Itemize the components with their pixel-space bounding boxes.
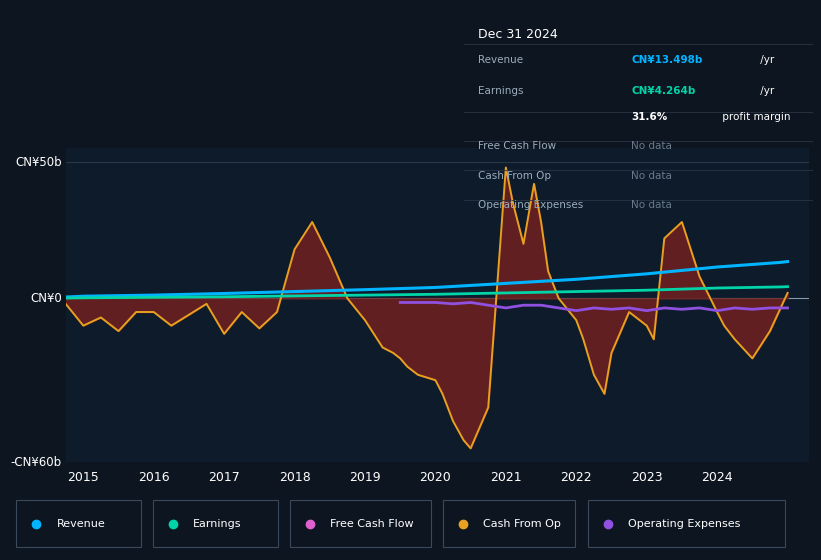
Text: Free Cash Flow: Free Cash Flow (330, 519, 414, 529)
Text: Revenue: Revenue (57, 519, 105, 529)
Text: Earnings: Earnings (193, 519, 241, 529)
Text: Operating Expenses: Operating Expenses (478, 200, 583, 210)
Text: CN¥13.498b: CN¥13.498b (631, 55, 703, 65)
Text: No data: No data (631, 171, 672, 181)
Text: Operating Expenses: Operating Expenses (628, 519, 740, 529)
Text: Revenue: Revenue (478, 55, 523, 65)
Text: 31.6%: 31.6% (631, 112, 667, 122)
Text: Free Cash Flow: Free Cash Flow (478, 141, 556, 151)
Text: -CN¥60b: -CN¥60b (11, 455, 62, 469)
Text: Cash From Op: Cash From Op (483, 519, 561, 529)
Text: /yr: /yr (757, 55, 774, 65)
Text: /yr: /yr (757, 86, 774, 96)
Text: Dec 31 2024: Dec 31 2024 (478, 27, 557, 41)
Text: profit margin: profit margin (718, 112, 790, 122)
Text: No data: No data (631, 200, 672, 210)
Text: Cash From Op: Cash From Op (478, 171, 551, 181)
Text: CN¥0: CN¥0 (30, 292, 62, 305)
Text: Earnings: Earnings (478, 86, 523, 96)
Text: No data: No data (631, 141, 672, 151)
Text: CN¥50b: CN¥50b (16, 156, 62, 169)
Text: CN¥4.264b: CN¥4.264b (631, 86, 695, 96)
